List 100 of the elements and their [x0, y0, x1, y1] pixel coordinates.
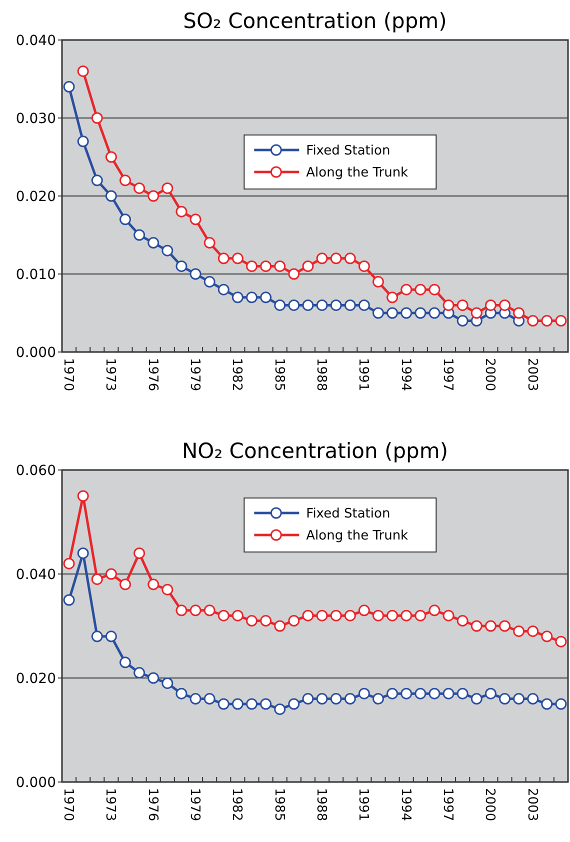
x-tick-label: 1994: [398, 358, 413, 392]
chart-title: SO₂ Concentration (ppm): [183, 9, 447, 33]
point: [190, 693, 202, 705]
point: [288, 268, 300, 280]
point: [162, 584, 174, 596]
point: [358, 604, 370, 616]
chart-title: NO₂ Concentration (ppm): [182, 439, 448, 463]
point: [63, 558, 75, 570]
point: [555, 698, 567, 710]
point: [541, 315, 553, 327]
point: [204, 604, 216, 616]
point: [274, 299, 286, 311]
point: [302, 693, 314, 705]
point: [77, 547, 89, 559]
point: [316, 610, 328, 622]
point: [330, 610, 342, 622]
point: [274, 620, 286, 632]
point: [358, 299, 370, 311]
point: [120, 214, 131, 226]
x-tick-label: 1997: [440, 358, 455, 392]
point: [148, 672, 160, 684]
point: [176, 604, 188, 616]
point: [288, 698, 300, 710]
point: [218, 284, 230, 296]
x-tick-label: 2003: [524, 358, 540, 392]
x-tick-label: 1988: [313, 788, 328, 822]
point: [148, 190, 160, 202]
point: [400, 284, 412, 296]
point: [499, 693, 510, 705]
point: [91, 573, 103, 585]
y-tick-label: 0.040: [16, 32, 56, 49]
point: [400, 610, 412, 622]
point: [260, 698, 272, 710]
point: [120, 656, 131, 668]
point: [162, 244, 174, 256]
point: [176, 260, 188, 272]
x-tick-label: 1970: [60, 358, 76, 392]
point: [190, 268, 202, 280]
point: [288, 299, 300, 311]
x-tick-label: 2003: [524, 788, 540, 822]
point: [105, 568, 117, 580]
point: [134, 547, 146, 559]
point: [386, 307, 398, 319]
point: [190, 214, 202, 226]
point: [274, 703, 286, 715]
point: [456, 688, 468, 700]
point: [232, 610, 244, 622]
point: [484, 620, 496, 632]
point: [330, 693, 342, 705]
point: [386, 688, 398, 700]
x-tick-label: 1982: [229, 358, 244, 392]
point: [386, 610, 398, 622]
point: [91, 630, 103, 642]
x-tick-label: 1991: [356, 788, 371, 822]
point: [120, 578, 131, 590]
point: [344, 610, 356, 622]
point: [541, 698, 553, 710]
point: [120, 174, 131, 186]
point: [484, 299, 496, 311]
point: [372, 307, 384, 319]
point: [344, 693, 356, 705]
x-tick-label: 1970: [60, 788, 76, 822]
legend-label: Fixed Station: [306, 144, 390, 159]
point: [456, 615, 468, 627]
point: [555, 315, 567, 327]
x-tick-label: 1979: [186, 358, 202, 392]
point: [344, 299, 356, 311]
x-tick-label: 1985: [271, 788, 286, 822]
point: [527, 315, 539, 327]
x-tick-label: 1988: [313, 358, 328, 392]
point: [77, 490, 89, 502]
legend-label: Along the Trunk: [306, 528, 409, 544]
point: [246, 260, 258, 272]
point: [260, 260, 272, 272]
point: [330, 252, 342, 264]
point: [513, 693, 525, 705]
point: [232, 252, 244, 264]
point: [105, 151, 117, 163]
point: [91, 174, 103, 186]
point: [470, 307, 482, 319]
x-tick-label: 1994: [398, 788, 413, 822]
point: [162, 677, 174, 689]
point: [513, 307, 525, 319]
y-tick-label: 0.060: [16, 462, 56, 479]
point: [274, 260, 286, 272]
point: [358, 260, 370, 272]
legend-label: Fixed Station: [306, 506, 390, 522]
point: [91, 112, 103, 124]
y-tick-label: 0.020: [16, 188, 56, 205]
point: [162, 182, 174, 194]
x-tick-label: 1997: [440, 788, 455, 822]
x-tick-label: 2000: [482, 358, 498, 392]
point: [218, 252, 230, 264]
point: [204, 693, 216, 705]
point: [134, 229, 146, 241]
y-tick-label: 0.000: [16, 344, 56, 361]
point: [470, 693, 482, 705]
point: [316, 693, 328, 705]
point: [63, 81, 75, 93]
point: [302, 260, 314, 272]
